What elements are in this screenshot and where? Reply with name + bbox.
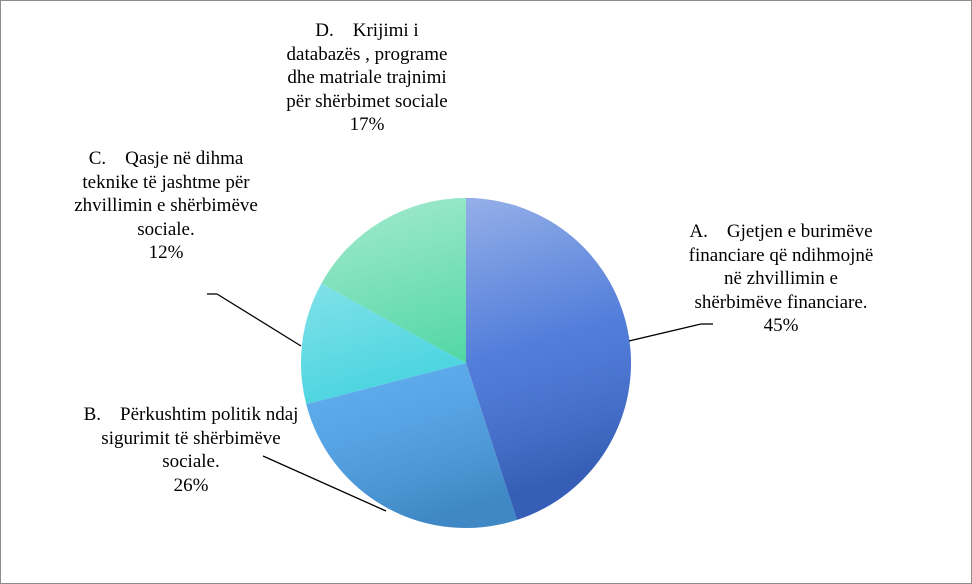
slice-label: A. Gjetjen e burimëve financiare që ndih…: [681, 220, 881, 338]
leader-line: [628, 323, 702, 342]
category-label: C. Qasje në dihma teknike të jashtme për…: [74, 148, 263, 240]
category-label: D. Krijimi i databazës , programe dhe ma…: [286, 20, 453, 112]
category-label: A. Gjetjen e burimëve financiare që ndih…: [688, 221, 879, 313]
slice-label: D. Krijimi i databazës , programe dhe ma…: [286, 19, 448, 137]
slice-label: B. Përkushtim politik ndaj sigurimit të …: [81, 403, 301, 497]
value-label: 26%: [173, 474, 209, 496]
value-label: 12%: [148, 242, 184, 263]
leader-line: [216, 293, 302, 347]
value-label: 45%: [763, 315, 799, 336]
category-label: B. Përkushtim politik ndaj sigurimit të …: [83, 404, 304, 472]
leader-line: [262, 455, 387, 512]
slice-label: C. Qasje në dihma teknike të jashtme për…: [71, 147, 261, 265]
value-label: 17%: [349, 114, 385, 135]
